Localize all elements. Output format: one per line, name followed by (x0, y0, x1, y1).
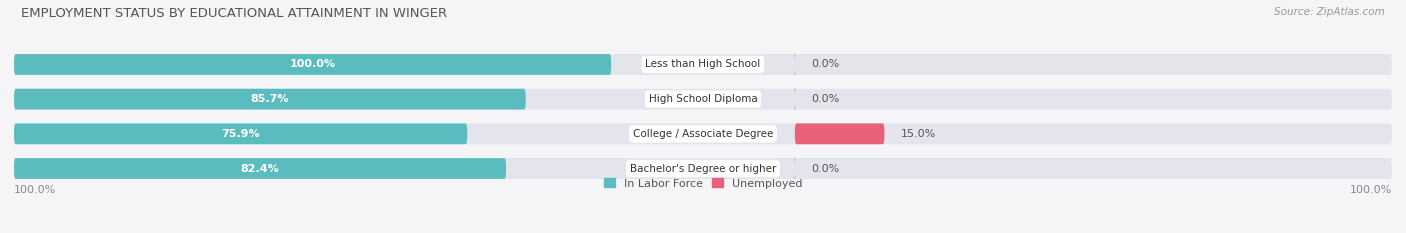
Text: 100.0%: 100.0% (14, 185, 56, 195)
Text: Less than High School: Less than High School (645, 59, 761, 69)
FancyBboxPatch shape (794, 123, 884, 144)
Text: 75.9%: 75.9% (221, 129, 260, 139)
FancyBboxPatch shape (14, 158, 506, 179)
Text: 85.7%: 85.7% (250, 94, 290, 104)
FancyBboxPatch shape (14, 89, 526, 110)
FancyBboxPatch shape (14, 54, 1392, 75)
FancyBboxPatch shape (14, 54, 612, 75)
Text: EMPLOYMENT STATUS BY EDUCATIONAL ATTAINMENT IN WINGER: EMPLOYMENT STATUS BY EDUCATIONAL ATTAINM… (21, 7, 447, 20)
FancyBboxPatch shape (793, 89, 796, 110)
Text: 82.4%: 82.4% (240, 164, 280, 174)
Text: High School Diploma: High School Diploma (648, 94, 758, 104)
FancyBboxPatch shape (793, 54, 796, 75)
Text: Bachelor's Degree or higher: Bachelor's Degree or higher (630, 164, 776, 174)
Text: 15.0%: 15.0% (901, 129, 936, 139)
Text: 0.0%: 0.0% (811, 59, 839, 69)
Text: 0.0%: 0.0% (811, 164, 839, 174)
FancyBboxPatch shape (14, 89, 1392, 110)
Text: 100.0%: 100.0% (1350, 185, 1392, 195)
Text: College / Associate Degree: College / Associate Degree (633, 129, 773, 139)
Legend: In Labor Force, Unemployed: In Labor Force, Unemployed (599, 174, 807, 193)
Text: Source: ZipAtlas.com: Source: ZipAtlas.com (1274, 7, 1385, 17)
FancyBboxPatch shape (793, 158, 796, 179)
Text: 100.0%: 100.0% (290, 59, 336, 69)
FancyBboxPatch shape (14, 158, 1392, 179)
FancyBboxPatch shape (14, 123, 1392, 144)
Text: 0.0%: 0.0% (811, 94, 839, 104)
FancyBboxPatch shape (14, 123, 467, 144)
